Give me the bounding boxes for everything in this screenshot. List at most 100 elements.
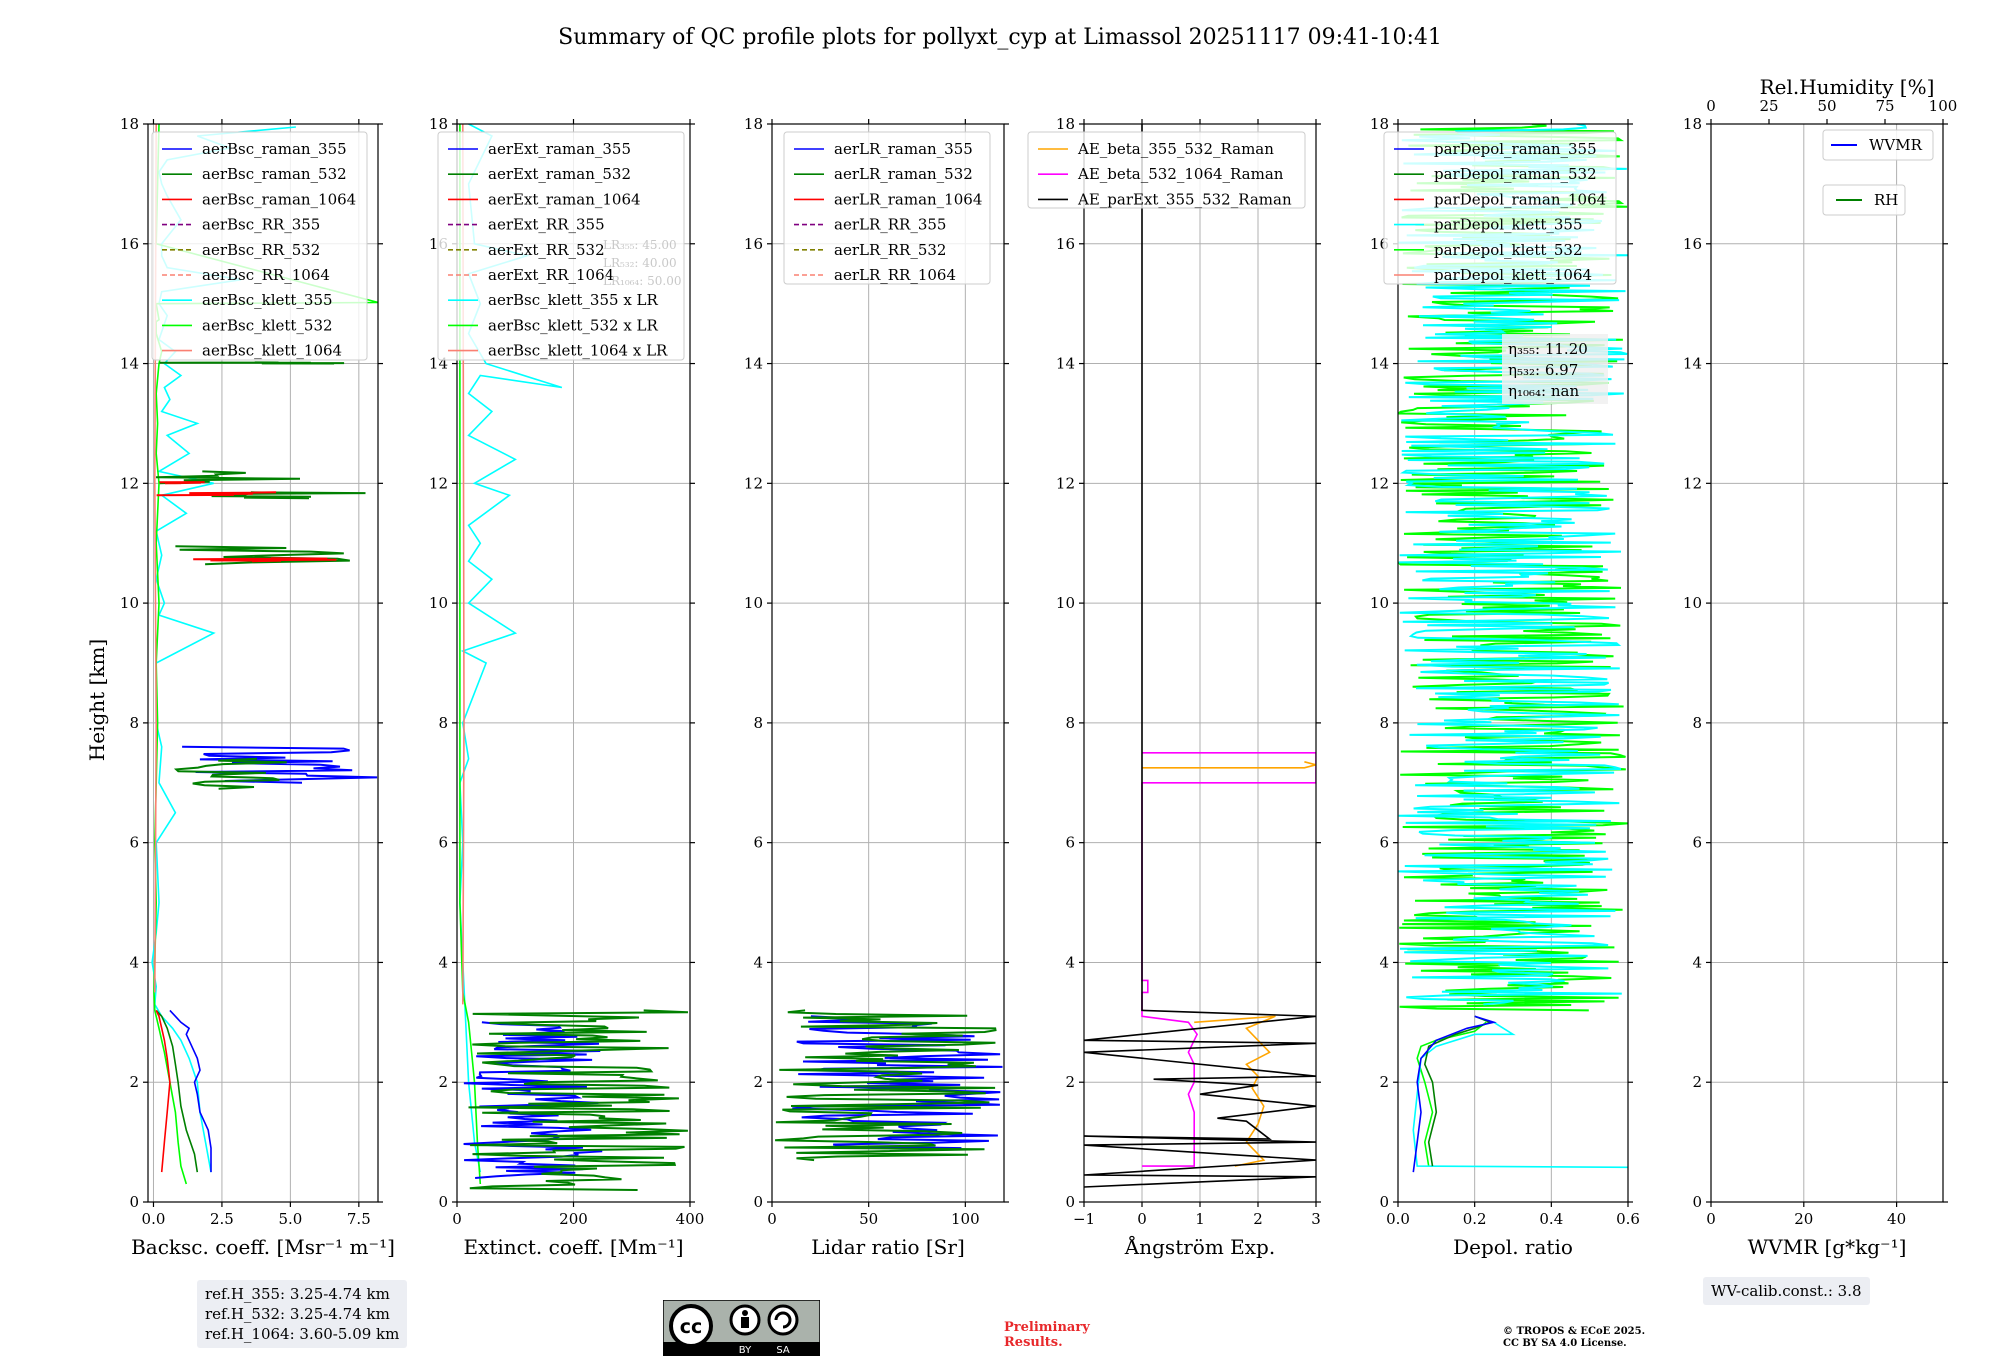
legend-box [1822, 184, 1906, 216]
top-x-tick-label: 100 [1929, 97, 1958, 115]
license-line: CC BY SA 4.0 License. [1503, 1338, 1627, 1349]
series-aerBsc_klett_532 x LR [459, 124, 482, 1185]
legend-box [1027, 131, 1306, 209]
y-tick-label: 0 [438, 1193, 448, 1211]
legend-label: parDepol_klett_532 [1434, 241, 1583, 259]
y-tick-label: 10 [120, 594, 139, 612]
series-aerBsc_raman_532-burst [175, 545, 350, 566]
y-tick-label: 2 [1692, 1073, 1702, 1091]
top-x-tick-label: 25 [1759, 97, 1778, 115]
series-aerBsc_raman_532 [155, 1009, 199, 1173]
x-tick-label: 7.5 [347, 1210, 371, 1228]
legend-lidar_ratio: aerLR_raman_355 aerLR_raman_532 aerLR_rama… [783, 131, 991, 285]
eta-label: η₃₅₅: 11.20 [1508, 340, 1588, 358]
y-tick-label: 0 [1379, 1193, 1389, 1211]
x-tick-label: 2 [1253, 1210, 1263, 1228]
lidar-ratio-label: LR₃₅₅: 45.00 [603, 238, 677, 252]
y-tick-label: 0 [1065, 1193, 1075, 1211]
legend-label: aerBsc_RR_355 [202, 216, 320, 234]
eta-label: η₁₀₆₄: nan [1508, 382, 1579, 400]
x-tick-label: 400 [676, 1210, 705, 1228]
legend-label: aerBsc_klett_532 [202, 316, 333, 334]
y-tick-label: 18 [1683, 115, 1702, 133]
y-tick-label: 12 [429, 474, 448, 492]
top-x-tick-label: 75 [1875, 97, 1894, 115]
copyright-line: © TROPOS & ECoE 2025. [1503, 1326, 1646, 1337]
legend-label: aerBsc_RR_532 [202, 241, 320, 259]
legend-label: aerLR_raman_1064 [834, 190, 982, 208]
legend-depol: parDepol_raman_355 parDepol_raman_532 parD… [1383, 131, 1617, 285]
y-tick-label: 8 [438, 714, 448, 732]
y-tick-label: 12 [1056, 474, 1075, 492]
preliminary-line: Preliminary [1004, 1320, 1090, 1335]
y-tick-label: 8 [753, 714, 763, 732]
legend-label: aerBsc_klett_355 [202, 291, 333, 309]
x-tick-label: 20 [1794, 1210, 1813, 1228]
y-tick-label: 14 [1683, 355, 1702, 373]
y-tick-label: 8 [129, 714, 139, 732]
x-tick-label: 0.6 [1616, 1210, 1640, 1228]
x-axis-label: WVMR [g*kg⁻¹] [1748, 1235, 1907, 1259]
y-tick-label: 4 [1379, 953, 1389, 971]
series-AE_beta_355_532_orange_spike [1142, 761, 1316, 769]
figure-title: Summary of QC profile plots for pollyxt_… [558, 25, 1442, 50]
cc-logo-text: cc [680, 1316, 703, 1338]
legend-box [437, 131, 685, 361]
y-tick-label: 12 [744, 474, 763, 492]
panel-lidar_ratio: 0 50 100 0 2 4 6 8 10 12 14 16 18 Lidar ratio [Sr] aer… [744, 115, 1009, 1259]
legend-box [1822, 129, 1934, 161]
data-layer [1084, 124, 1316, 1188]
y-tick-label: 6 [438, 834, 448, 852]
panel-backscatter: 0.0 2.5 5.0 7.5 0 2 4 6 8 10 12 14 16 18 Backsc. coeff… [120, 115, 395, 1259]
legend-label: aerBsc_raman_1064 [202, 190, 356, 208]
legend-label: aerLR_RR_355 [834, 216, 946, 234]
y-tick-label: 2 [753, 1073, 763, 1091]
y-tick-label: 4 [753, 953, 763, 971]
axes-frame [1710, 123, 1944, 1203]
y-tick-label: 2 [1065, 1073, 1075, 1091]
results-line: Results. [1004, 1335, 1063, 1350]
data-layer [775, 1009, 1003, 1162]
y-tick-label: 8 [1065, 714, 1075, 732]
y-tick-label: 16 [1683, 235, 1702, 253]
preliminary-results-note: Preliminary Results. [1004, 1320, 1090, 1350]
y-tick-label: 18 [1056, 115, 1075, 133]
y-tick-label: 10 [1683, 594, 1702, 612]
series-aerBsc_raman_532-burst [159, 361, 345, 365]
y-tick-label: 18 [429, 115, 448, 133]
copyright-note: © TROPOS & ECoE 2025. CC BY SA 4.0 Licen… [1503, 1326, 1645, 1350]
series-parDepol_klett_532 [1416, 1021, 1487, 1167]
series-parDepol_raman_355 [1412, 1015, 1497, 1173]
y-tick-label: 10 [429, 594, 448, 612]
y-tick-label: 10 [1056, 594, 1075, 612]
legend-label: WVMR [1869, 136, 1923, 154]
cc-circle-icon [669, 1304, 713, 1348]
ref-height-1064: ref.H_1064: 3.60-5.09 km [205, 1325, 400, 1343]
series-aerBsc_raman_355 [169, 1009, 212, 1173]
legend-label: aerBsc_klett_1064 [202, 342, 342, 360]
legend-box [151, 131, 368, 361]
x-tick-label: −1 [1073, 1210, 1095, 1228]
share-alike-icon [767, 1304, 799, 1336]
wv-calibration-text: WV-calib.const.: 3.8 [1711, 1282, 1862, 1300]
y-tick-label: 10 [744, 594, 763, 612]
axes-frame [147, 123, 379, 1203]
legend-label: aerExt_raman_532 [488, 165, 631, 183]
x-tick-label: 0.0 [142, 1210, 166, 1228]
panel-extinction: 0200400024681012141618Extinct. coeff. [M… [429, 115, 704, 1259]
legend-label: aerBsc_RR_1064 [202, 266, 330, 284]
y-tick-label: 18 [120, 115, 139, 133]
x-tick-label: 0.2 [1463, 1210, 1487, 1228]
series-aerBsc_raman_532-burst [211, 491, 366, 500]
series-aerBsc_raman_1064-burst [156, 491, 277, 497]
x-tick-label: 0 [452, 1210, 462, 1228]
y-tick-label: 2 [1379, 1073, 1389, 1091]
legend-box [1383, 131, 1617, 285]
x-tick-label: 100 [951, 1210, 980, 1228]
legend-label: AE_beta_355_532_Raman [1077, 140, 1274, 158]
y-tick-label: 2 [438, 1073, 448, 1091]
x-axis-label: Lidar ratio [Sr] [811, 1235, 965, 1259]
